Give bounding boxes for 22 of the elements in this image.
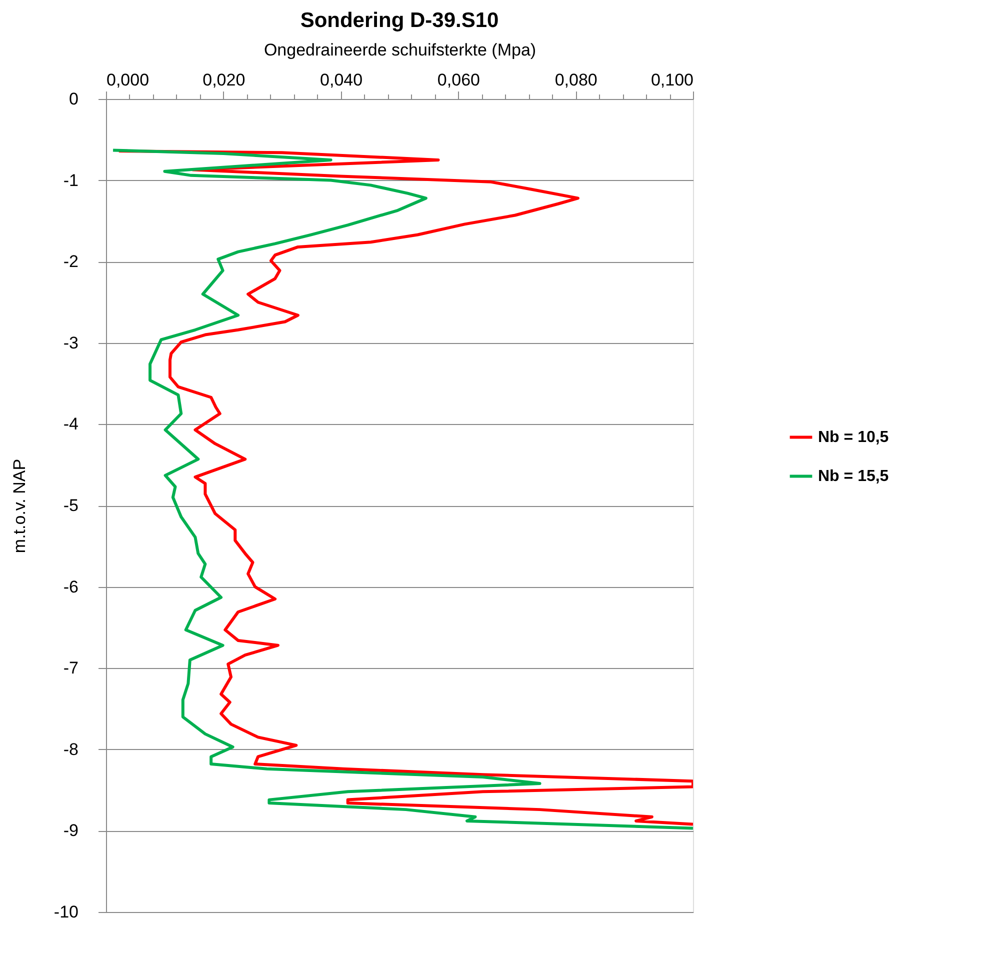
y-tick-label: -6	[63, 577, 78, 596]
x-tick-label: 0,020	[202, 70, 246, 90]
x-tick-label: 0,060	[437, 70, 480, 90]
y-tick-label: -1	[63, 170, 78, 190]
y-tick-label: -10	[54, 902, 78, 922]
y-tick-label: -9	[63, 821, 78, 840]
y-tick-label: -3	[63, 333, 78, 352]
x-tick-label: 0,000	[106, 70, 150, 90]
x-tick-label: 0,040	[320, 70, 363, 90]
y-tick-label: -2	[63, 252, 78, 272]
legend-label: Nb = 15,5	[818, 468, 889, 486]
y-tick-label: -8	[63, 740, 78, 759]
y-tick-label: -4	[63, 414, 78, 434]
x-axis-title: Ongedraineerde schuifsterkte (Mpa)	[264, 40, 536, 60]
chart-title: Sondering D-39.S10	[300, 9, 499, 32]
y-axis-title: m.t.o.v. NAP	[10, 458, 29, 554]
y-tick-label: -5	[63, 496, 78, 515]
y-tick-label: 0	[69, 90, 78, 108]
x-tick-label: 0,080	[554, 70, 598, 90]
x-tick-label: 0,100	[650, 70, 694, 90]
y-tick-label: -7	[63, 658, 78, 678]
legend-label: Nb = 10,5	[818, 429, 889, 446]
